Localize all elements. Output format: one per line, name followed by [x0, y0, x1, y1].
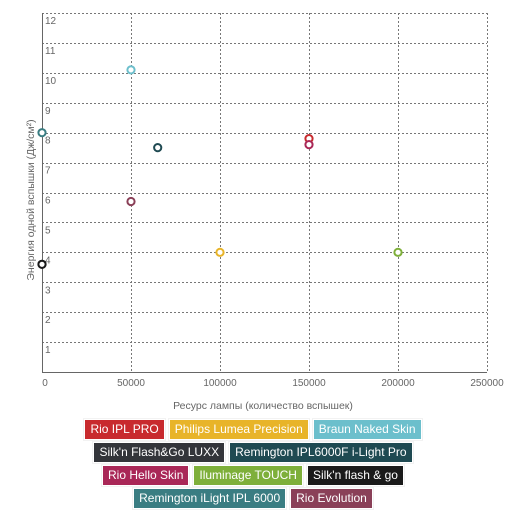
y-tick-label: 1 [45, 345, 51, 356]
legend-item-rio-evolution[interactable]: Rio Evolution [290, 488, 373, 509]
data-point-silk-n-flash-go[interactable] [37, 259, 47, 269]
legend-item-iluminage-touch[interactable]: Iluminage TOUCH [193, 465, 303, 486]
legend-item-rio-ipl-pro[interactable]: Rio IPL PRO [84, 419, 165, 440]
y-axis-title: Энергия одной вспышки (Дж/см²) [25, 119, 37, 280]
legend-item-rio-hello-skin[interactable]: Rio Hello Skin [102, 465, 190, 486]
y-tick-label: 10 [45, 76, 57, 87]
y-tick-label: 7 [45, 166, 51, 177]
data-points [37, 65, 403, 269]
legend-item-braun-naked-skin[interactable]: Braun Naked Skin [312, 419, 422, 440]
legend-row: Silk'n Flash&Go LUXX Remington IPL6000F … [0, 442, 506, 463]
legend-item-silkn-flash-go-luxx[interactable]: Silk'n Flash&Go LUXX [93, 442, 226, 463]
y-tick-label: 8 [45, 136, 51, 147]
data-point-braun-naked-skin[interactable] [126, 65, 136, 75]
x-tick-label: 50000 [117, 378, 145, 389]
data-point-remington-ilight-ipl-6000[interactable] [37, 128, 47, 138]
legend-row: Rio Hello Skin Iluminage TOUCH Silk'n fl… [0, 465, 506, 486]
x-tick-label: 0 [42, 378, 48, 389]
data-point-rio-evolution[interactable] [126, 196, 136, 207]
x-tick-label: 250000 [470, 378, 504, 389]
data-point-remington-ipl6000f-i-light-pro[interactable] [153, 143, 163, 153]
tick-labels: 0 50000 100000 150000 200000 2500001234567891… [42, 16, 504, 389]
y-tick-label: 3 [45, 285, 51, 296]
legend: Rio IPL PRO Philips Lumea Precision Brau… [0, 419, 506, 511]
y-tick-label: 12 [45, 16, 57, 27]
legend-item-remington-ipl6000f[interactable]: Remington IPL6000F i-Light Pro [229, 442, 413, 463]
legend-row: Rio IPL PRO Philips Lumea Precision Brau… [0, 419, 506, 440]
legend-item-silkn-flash-and-go[interactable]: Silk'n flash & go [306, 465, 404, 486]
y-tick-label: 6 [45, 196, 51, 207]
y-tick-label: 9 [45, 106, 51, 117]
x-axis-title: Ресурс лампы (количество вспышек) [173, 400, 353, 412]
scatter-chart: 0 50000 100000 150000 200000 2500001234567891… [25, 13, 504, 412]
x-tick-label: 100000 [203, 378, 237, 389]
grid [42, 13, 488, 373]
data-point-iluminage-touch[interactable] [393, 247, 403, 257]
y-tick-label: 5 [45, 225, 51, 236]
data-point-rio-hello-skin[interactable] [304, 140, 314, 150]
x-tick-label: 200000 [381, 378, 415, 389]
x-tick-label: 150000 [292, 378, 326, 389]
y-tick-label: 2 [45, 315, 51, 326]
legend-item-remington-ilight-ipl-6000[interactable]: Remington iLight IPL 6000 [133, 488, 287, 509]
legend-item-philips-lumea-precision[interactable]: Philips Lumea Precision [168, 419, 309, 440]
y-tick-label: 4 [45, 255, 51, 266]
legend-row: Remington iLight IPL 6000 Rio Evolution [0, 488, 506, 509]
y-tick-label: 11 [45, 46, 56, 57]
data-point-philips-lumea-precision[interactable] [215, 247, 225, 257]
